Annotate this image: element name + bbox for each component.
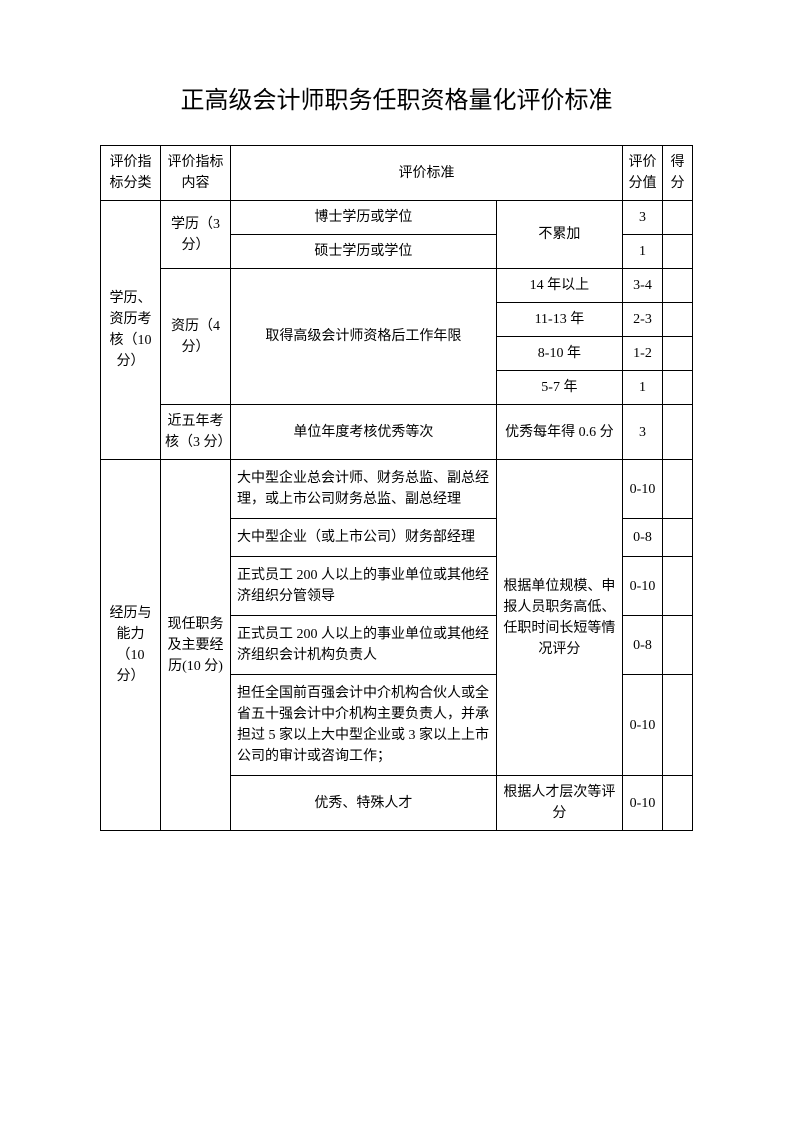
assessment-label: 近五年考核（3 分） — [161, 405, 231, 460]
s1: 3-4 — [623, 269, 663, 303]
header-score-range: 评价分值 — [623, 146, 663, 201]
experience-row-1: 资历（4 分） 取得高级会计师资格后工作年限 14 年以上 3-4 — [101, 269, 693, 303]
assessment-score: 3 — [623, 405, 663, 460]
score-blank — [663, 460, 693, 519]
header-score: 得分 — [663, 146, 693, 201]
year1: 14 年以上 — [496, 269, 622, 303]
year4: 5-7 年 — [496, 371, 622, 405]
ability-item1: 大中型企业总会计师、财务总监、副总经理，或上市公司财务总监、副总经理 — [231, 460, 497, 519]
ability-s5: 0-10 — [623, 675, 663, 776]
education-item2: 硕士学历或学位 — [231, 235, 497, 269]
ability-s1: 0-10 — [623, 460, 663, 519]
score-blank — [663, 269, 693, 303]
score-blank — [663, 371, 693, 405]
assessment-note: 优秀每年得 0.6 分 — [496, 405, 622, 460]
content-cell-2: 现任职务及主要经历(10 分) — [161, 460, 231, 831]
education-row-1: 学历、资历考核（10 分） 学历（3 分） 博士学历或学位 不累加 3 — [101, 201, 693, 235]
education-score2: 1 — [623, 235, 663, 269]
ability-item4: 正式员工 200 人以上的事业单位或其他经济组织会计机构负责人 — [231, 616, 497, 675]
score-blank — [663, 616, 693, 675]
experience-label: 资历（4 分） — [161, 269, 231, 405]
ability-row-1: 经历与能力（10 分） 现任职务及主要经历(10 分) 大中型企业总会计师、财务… — [101, 460, 693, 519]
score-blank — [663, 557, 693, 616]
ability-item3: 正式员工 200 人以上的事业单位或其他经济组织分管领导 — [231, 557, 497, 616]
score-blank — [663, 776, 693, 831]
score-blank — [663, 201, 693, 235]
evaluation-table: 评价指标分类 评价指标内容 评价标准 评价分值 得分 学历、资历考核（10 分）… — [100, 145, 693, 831]
ability-note2: 根据人才层次等评分 — [496, 776, 622, 831]
ability-item6: 优秀、特殊人才 — [231, 776, 497, 831]
education-score1: 3 — [623, 201, 663, 235]
ability-item2: 大中型企业（或上市公司）财务部经理 — [231, 519, 497, 557]
s4: 1 — [623, 371, 663, 405]
ability-s2: 0-8 — [623, 519, 663, 557]
ability-s3: 0-10 — [623, 557, 663, 616]
ability-item5: 担任全国前百强会计中介机构合伙人或全省五十强会计中介机构主要负责人，并承担过 5… — [231, 675, 497, 776]
education-item1: 博士学历或学位 — [231, 201, 497, 235]
page-title: 正高级会计师职务任职资格量化评价标准 — [100, 80, 693, 115]
education-note: 不累加 — [496, 201, 622, 269]
assessment-row: 近五年考核（3 分） 单位年度考核优秀等次 优秀每年得 0.6 分 3 — [101, 405, 693, 460]
experience-desc: 取得高级会计师资格后工作年限 — [231, 269, 497, 405]
score-blank — [663, 337, 693, 371]
header-category: 评价指标分类 — [101, 146, 161, 201]
assessment-desc: 单位年度考核优秀等次 — [231, 405, 497, 460]
ability-note1: 根据单位规模、申报人员职务高低、任职时间长短等情况评分 — [496, 460, 622, 776]
score-blank — [663, 405, 693, 460]
score-blank — [663, 303, 693, 337]
score-blank — [663, 235, 693, 269]
score-blank — [663, 519, 693, 557]
category-cell-2: 经历与能力（10 分） — [101, 460, 161, 831]
year2: 11-13 年 — [496, 303, 622, 337]
header-standard: 评价标准 — [231, 146, 623, 201]
year3: 8-10 年 — [496, 337, 622, 371]
ability-s6: 0-10 — [623, 776, 663, 831]
score-blank — [663, 675, 693, 776]
ability-s4: 0-8 — [623, 616, 663, 675]
header-content: 评价指标内容 — [161, 146, 231, 201]
s2: 2-3 — [623, 303, 663, 337]
header-row: 评价指标分类 评价指标内容 评价标准 评价分值 得分 — [101, 146, 693, 201]
education-label: 学历（3 分） — [161, 201, 231, 269]
category-cell: 学历、资历考核（10 分） — [101, 201, 161, 460]
s3: 1-2 — [623, 337, 663, 371]
